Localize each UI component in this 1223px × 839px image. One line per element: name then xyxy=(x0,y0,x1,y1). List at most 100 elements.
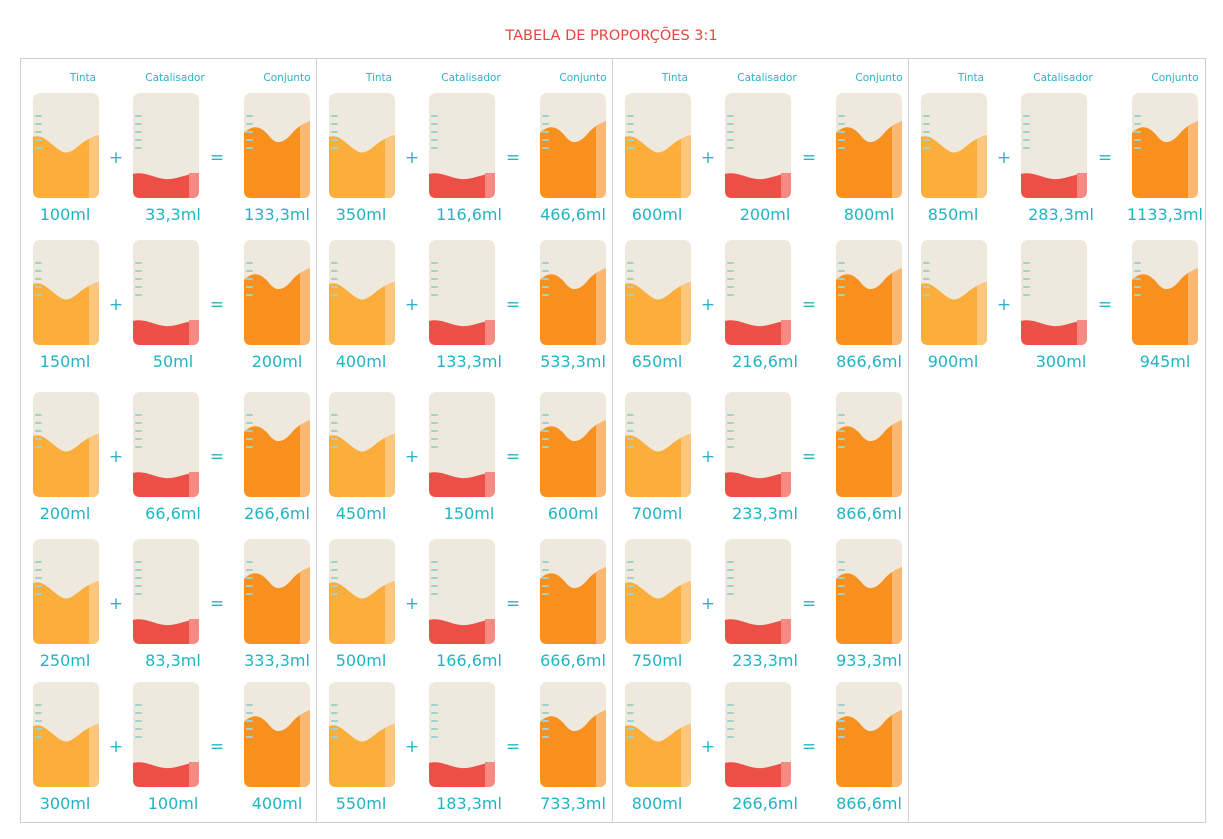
plus-sign: + xyxy=(996,148,1012,168)
plus-sign: + xyxy=(996,295,1012,315)
equals-sign: = xyxy=(209,295,225,315)
conjunto-beaker-icon xyxy=(540,539,606,644)
equals-sign: = xyxy=(801,148,817,168)
catalisador-header: Catalisador xyxy=(145,72,205,84)
catalisador-beaker-icon xyxy=(429,240,495,345)
conjunto-beaker-icon xyxy=(836,539,902,644)
catalisador-beaker-icon xyxy=(725,93,791,198)
tinta-header: Tinta xyxy=(69,72,97,84)
plus-sign: + xyxy=(700,594,716,614)
tinta-beaker-icon xyxy=(33,392,99,497)
conjunto-header: Conjunto xyxy=(855,72,903,84)
catalisador-beaker-icon xyxy=(133,392,199,497)
conjunto-header: Conjunto xyxy=(263,72,311,84)
catalisador-beaker-icon xyxy=(133,539,199,644)
catalisador-header: Catalisador xyxy=(737,72,797,84)
plus-sign: + xyxy=(404,737,420,757)
tinta-beaker-icon xyxy=(33,93,99,198)
equals-sign: = xyxy=(505,295,521,315)
plus-sign: + xyxy=(700,737,716,757)
equals-sign: = xyxy=(801,737,817,757)
conjunto-beaker-icon xyxy=(1132,240,1198,345)
catalisador-value: 83,3ml xyxy=(145,651,201,670)
proportion-table xyxy=(20,58,1206,823)
conjunto-value: 866,6ml xyxy=(836,352,902,371)
conjunto-value: 333,3ml xyxy=(244,651,310,670)
catalisador-value: 100ml xyxy=(147,794,199,813)
tinta-value: 750ml xyxy=(631,651,683,670)
conjunto-beaker-icon xyxy=(540,240,606,345)
tinta-value: 150ml xyxy=(39,352,91,371)
conjunto-beaker-icon xyxy=(244,392,310,497)
tinta-value: 200ml xyxy=(39,504,91,523)
conjunto-value: 200ml xyxy=(251,352,303,371)
conjunto-beaker-icon xyxy=(244,682,310,787)
plus-sign: + xyxy=(404,295,420,315)
plus-sign: + xyxy=(108,447,124,467)
catalisador-value: 183,3ml xyxy=(436,794,502,813)
tinta-header: Tinta xyxy=(661,72,689,84)
catalisador-beaker-icon xyxy=(725,240,791,345)
plus-sign: + xyxy=(700,148,716,168)
conjunto-value: 866,6ml xyxy=(836,794,902,813)
equals-sign: = xyxy=(209,594,225,614)
equals-sign: = xyxy=(505,737,521,757)
equals-sign: = xyxy=(1097,148,1113,168)
tinta-value: 400ml xyxy=(335,352,387,371)
catalisador-value: 200ml xyxy=(739,205,791,224)
tinta-beaker-icon xyxy=(33,240,99,345)
catalisador-value: 33,3ml xyxy=(145,205,201,224)
conjunto-value: 945ml xyxy=(1139,352,1191,371)
tinta-value: 550ml xyxy=(335,794,387,813)
equals-sign: = xyxy=(505,148,521,168)
equals-sign: = xyxy=(801,295,817,315)
tinta-value: 350ml xyxy=(335,205,387,224)
equals-sign: = xyxy=(801,594,817,614)
conjunto-value: 666,6ml xyxy=(540,651,606,670)
tinta-beaker-icon xyxy=(329,539,395,644)
catalisador-value: 283,3ml xyxy=(1028,205,1094,224)
tinta-value: 600ml xyxy=(631,205,683,224)
tinta-beaker-icon xyxy=(329,392,395,497)
tinta-beaker-icon xyxy=(625,539,691,644)
tinta-beaker-icon xyxy=(33,539,99,644)
conjunto-beaker-icon xyxy=(836,93,902,198)
tinta-value: 900ml xyxy=(927,352,979,371)
column-divider xyxy=(612,58,613,823)
equals-sign: = xyxy=(505,447,521,467)
conjunto-beaker-icon xyxy=(836,240,902,345)
conjunto-value: 400ml xyxy=(251,794,303,813)
tinta-value: 850ml xyxy=(927,205,979,224)
tinta-value: 650ml xyxy=(631,352,683,371)
tinta-value: 450ml xyxy=(335,504,387,523)
catalisador-value: 150ml xyxy=(443,504,495,523)
tinta-beaker-icon xyxy=(625,93,691,198)
plus-sign: + xyxy=(700,295,716,315)
equals-sign: = xyxy=(505,594,521,614)
catalisador-beaker-icon xyxy=(133,240,199,345)
tinta-value: 700ml xyxy=(631,504,683,523)
conjunto-beaker-icon xyxy=(540,392,606,497)
conjunto-value: 866,6ml xyxy=(836,504,902,523)
conjunto-value: 533,3ml xyxy=(540,352,606,371)
catalisador-header: Catalisador xyxy=(441,72,501,84)
tinta-value: 250ml xyxy=(39,651,91,670)
conjunto-value: 800ml xyxy=(843,205,895,224)
conjunto-beaker-icon xyxy=(540,682,606,787)
equals-sign: = xyxy=(1097,295,1113,315)
catalisador-value: 116,6ml xyxy=(436,205,502,224)
page-title: TABELA DE PROPORÇÕES 3:1 xyxy=(505,28,718,44)
catalisador-beaker-icon xyxy=(429,392,495,497)
conjunto-value: 600ml xyxy=(547,504,599,523)
conjunto-beaker-icon xyxy=(1132,93,1198,198)
conjunto-beaker-icon xyxy=(540,93,606,198)
tinta-beaker-icon xyxy=(329,93,395,198)
conjunto-value: 466,6ml xyxy=(540,205,606,224)
tinta-beaker-icon xyxy=(329,240,395,345)
conjunto-beaker-icon xyxy=(836,392,902,497)
catalisador-value: 266,6ml xyxy=(732,794,798,813)
catalisador-beaker-icon xyxy=(1021,240,1087,345)
plus-sign: + xyxy=(404,594,420,614)
plus-sign: + xyxy=(404,447,420,467)
catalisador-beaker-icon xyxy=(725,682,791,787)
